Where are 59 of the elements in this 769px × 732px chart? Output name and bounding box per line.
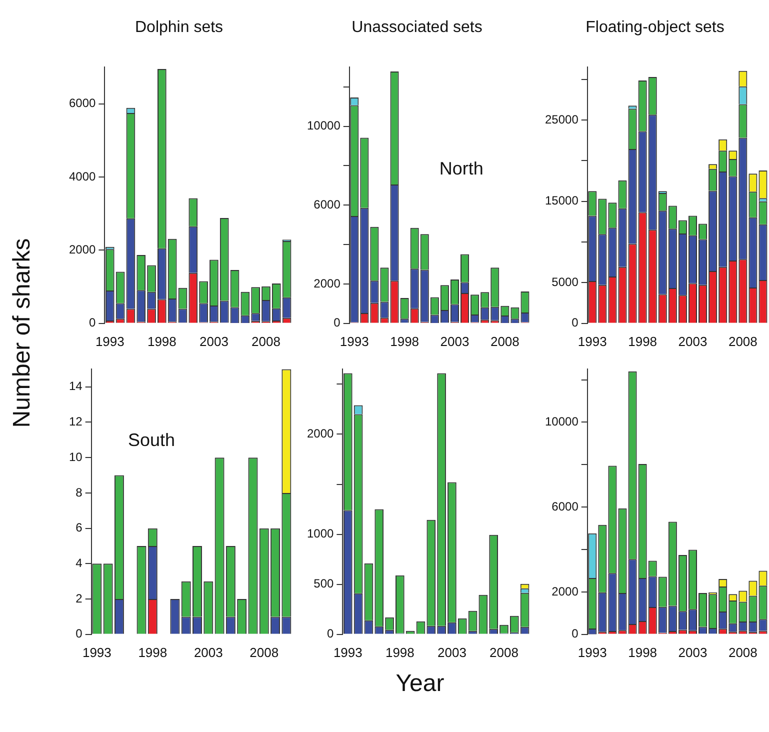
x-tick-label: 1993 [82, 644, 112, 660]
y-axis-title: Number of sharks [9, 238, 37, 428]
x-tick-label: 2008 [252, 334, 280, 349]
x-tick-label: 1998 [147, 334, 176, 349]
x-tick-label: 2003 [199, 334, 228, 349]
y-tick-label: 6000 [68, 96, 96, 110]
x-tick-label: 1998 [628, 334, 658, 349]
y-tick-label: 14 [68, 379, 83, 394]
x-axis-title: Year [394, 670, 446, 698]
y-tick-label: 6000 [314, 197, 341, 212]
y-tick-label: 6 [76, 520, 83, 535]
y-tick-label: 0 [334, 316, 341, 330]
y-tick-label: 4 [76, 556, 83, 570]
x-tick-label: 1993 [578, 644, 607, 660]
chart-title: Dolphin sets [134, 19, 224, 36]
x-tick-label: 2003 [194, 644, 223, 660]
x-tick-label: 1998 [138, 644, 168, 660]
y-tick-label: 2000 [306, 426, 334, 441]
y-tick-label: 6000 [552, 499, 579, 514]
y-tick-label: 0 [572, 626, 579, 641]
x-tick-label: 1998 [385, 644, 414, 660]
y-tick-label: 12 [68, 414, 83, 429]
x-tick-label: 1993 [578, 334, 607, 349]
y-tick-label: 0 [89, 316, 96, 330]
y-tick-label: 10000 [306, 118, 341, 133]
y-tick-label: 500 [314, 576, 334, 591]
y-tick-label: 2000 [314, 276, 341, 290]
x-tick-label: 1993 [95, 334, 124, 349]
chart-title: Unassociated sets [352, 19, 482, 36]
x-tick-label: 2003 [678, 644, 708, 660]
x-tick-label: 2008 [728, 644, 758, 660]
x-tick-label: 2008 [728, 334, 758, 349]
y-tick-label: 0 [572, 316, 579, 330]
x-tick-label: 1993 [333, 644, 362, 660]
y-tick-label: 4000 [68, 169, 96, 184]
x-tick-label: 1998 [390, 334, 420, 349]
x-tick-label: 2003 [437, 644, 466, 660]
x-tick-label: 2008 [490, 334, 520, 349]
chart-title: Floating-object sets [586, 19, 724, 36]
x-tick-label: 2003 [678, 334, 708, 349]
y-tick-label: 5000 [552, 275, 579, 290]
y-tick-label: 10000 [544, 414, 579, 429]
y-tick-label: 2 [76, 591, 83, 606]
y-tick-label: 8 [76, 485, 83, 500]
y-tick-label: 2000 [552, 584, 579, 598]
annotation: South [128, 430, 176, 450]
annotation: North [439, 158, 484, 179]
x-tick-label: 2003 [440, 334, 470, 349]
y-tick-label: 25000 [544, 112, 579, 126]
x-tick-label: 1998 [628, 644, 658, 660]
y-tick-label: 10 [68, 450, 83, 464]
x-tick-label: 2008 [490, 644, 518, 660]
y-tick-label: 2000 [68, 242, 96, 257]
x-tick-label: 1993 [340, 334, 369, 349]
x-tick-label: 2008 [250, 644, 279, 660]
y-tick-label: 15000 [544, 194, 579, 208]
y-tick-label: 1000 [306, 526, 334, 541]
y-tick-label: 0 [327, 626, 334, 641]
y-tick-label: 0 [76, 626, 83, 641]
